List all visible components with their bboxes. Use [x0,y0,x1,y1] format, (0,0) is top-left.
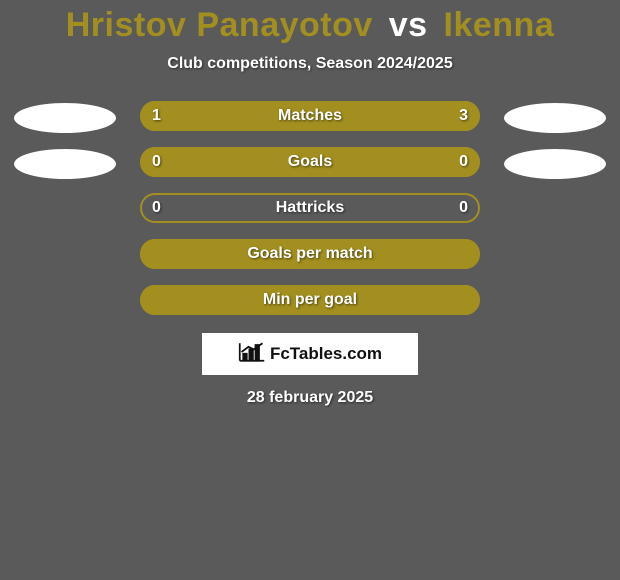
footer-brand-text: FcTables.com [270,344,382,364]
left-logos-col [10,101,120,315]
team-logo-left-2 [14,149,116,179]
date-line: 28 february 2025 [0,389,620,407]
chart-icon [238,341,266,368]
right-logos-col [500,101,610,315]
stat-value-right: 3 [459,107,468,125]
comparison-infographic: Hristov Panayotov vs Ikenna Club competi… [0,0,620,580]
stat-row-hattricks: 0 Hattricks 0 [140,193,480,223]
stat-bars: 1 Matches 3 0 Goals 0 0 Hattricks 0 [140,101,480,315]
stat-label: Matches [140,107,480,125]
stat-label: Hattricks [140,199,480,217]
team-logo-right-1 [504,103,606,133]
stat-row-mpg: Min per goal [140,285,480,315]
stat-label: Goals [140,153,480,171]
stat-value-right: 0 [459,153,468,171]
team-logo-left-1 [14,103,116,133]
chart-area: 1 Matches 3 0 Goals 0 0 Hattricks 0 [0,101,620,315]
stat-row-goals: 0 Goals 0 [140,147,480,177]
page-title: Hristov Panayotov vs Ikenna [0,0,620,45]
title-player-2: Ikenna [444,6,555,44]
stat-row-gpm: Goals per match [140,239,480,269]
stat-label: Min per goal [140,291,480,309]
stat-value-right: 0 [459,199,468,217]
stat-label: Goals per match [140,245,480,263]
title-player-1: Hristov Panayotov [66,6,373,44]
title-vs: vs [389,6,428,44]
stat-row-matches: 1 Matches 3 [140,101,480,131]
subtitle: Club competitions, Season 2024/2025 [0,55,620,73]
team-logo-right-2 [504,149,606,179]
footer-brand: FcTables.com [202,333,418,375]
